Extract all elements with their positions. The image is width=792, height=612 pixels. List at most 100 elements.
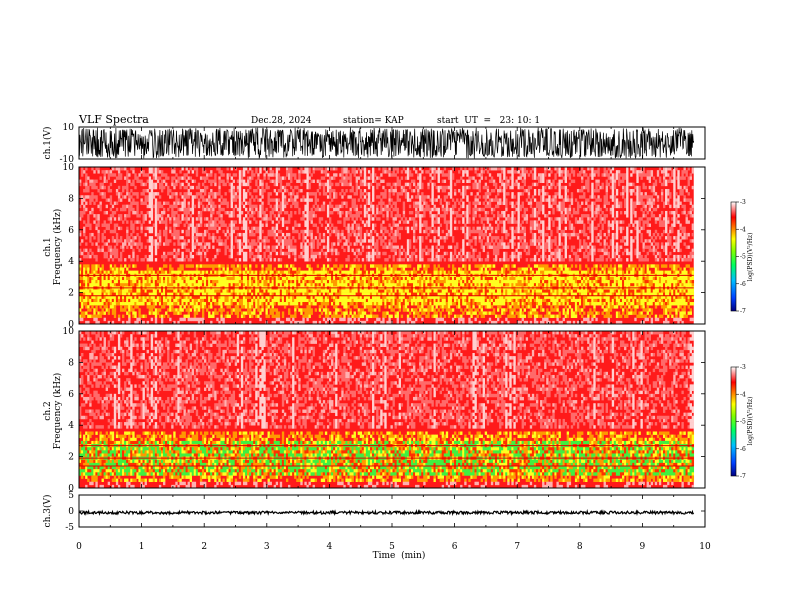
spectrogram-cell bbox=[201, 302, 205, 306]
spectrogram-cell bbox=[326, 185, 330, 190]
spectrogram-cell bbox=[347, 289, 350, 293]
spectrogram-cell bbox=[394, 295, 397, 300]
spectrogram-cell bbox=[292, 188, 295, 193]
spectrogram-cell bbox=[95, 308, 98, 312]
spectrogram-cell bbox=[222, 317, 225, 322]
spectrogram-cell bbox=[144, 254, 147, 259]
spectrogram-cell bbox=[425, 267, 428, 271]
spectrogram-cell bbox=[273, 276, 277, 281]
spectrogram-cell bbox=[302, 298, 305, 303]
spectrogram-cell bbox=[195, 173, 199, 177]
spectrogram-cell bbox=[388, 198, 391, 202]
spectrogram-cell bbox=[212, 258, 215, 262]
spectrogram-cell bbox=[187, 258, 190, 262]
spectrogram-cell bbox=[206, 283, 209, 287]
spectrogram-cell bbox=[167, 298, 170, 303]
spectrogram-cell bbox=[353, 204, 356, 209]
spectrogram-cell bbox=[337, 289, 340, 293]
spectrogram-cell bbox=[376, 314, 379, 319]
spectrogram-cell bbox=[283, 305, 287, 309]
spectrogram-cell bbox=[115, 283, 119, 287]
spectrogram-cell bbox=[187, 182, 190, 187]
spectrogram-cell bbox=[191, 201, 195, 205]
spectrogram-cell bbox=[218, 292, 221, 297]
spectrogram-cell bbox=[369, 173, 373, 177]
spectrogram-cell bbox=[220, 317, 223, 322]
spectrogram-cell bbox=[269, 280, 272, 284]
spectrogram-cell bbox=[398, 214, 402, 218]
spectrogram-cell bbox=[204, 229, 207, 234]
spectrogram-cell bbox=[367, 217, 371, 221]
spectrogram-cell bbox=[363, 270, 367, 275]
spectrogram-cell bbox=[318, 207, 322, 212]
spectrogram-cell bbox=[402, 298, 406, 303]
spectrogram-cell bbox=[322, 245, 326, 249]
spectrogram-cell bbox=[232, 308, 236, 312]
spectrogram-cell bbox=[181, 176, 184, 180]
spectrogram-cell bbox=[95, 267, 98, 271]
spectrogram-cell bbox=[294, 201, 297, 205]
spectrogram-cell bbox=[193, 298, 197, 303]
spectrogram-cell bbox=[204, 251, 207, 256]
spectrogram-cell bbox=[322, 280, 326, 284]
spectrogram-cell bbox=[148, 192, 152, 196]
spectrogram-cell bbox=[365, 289, 369, 293]
spectrogram-cell bbox=[85, 188, 88, 193]
spectrogram-cell bbox=[384, 283, 387, 287]
spectrogram-cell bbox=[277, 173, 281, 177]
spectrogram-cell bbox=[306, 280, 309, 284]
spectrogram-cell bbox=[95, 276, 98, 281]
spectrogram-cell bbox=[154, 302, 158, 306]
spectrogram-cell bbox=[175, 270, 178, 275]
spectrogram-cell bbox=[224, 248, 227, 253]
spectrogram-cell bbox=[117, 267, 121, 271]
spectrogram-cell bbox=[101, 295, 104, 300]
spectrogram-cell bbox=[238, 248, 242, 253]
spectrogram-cell bbox=[142, 170, 145, 174]
spectrogram-cell bbox=[152, 283, 156, 287]
spectrogram-cell bbox=[402, 264, 406, 268]
spectrogram-cell bbox=[93, 182, 96, 187]
spectrogram-cell bbox=[189, 280, 192, 284]
spectrogram-cell bbox=[300, 242, 303, 246]
spectrogram-cell bbox=[267, 245, 270, 249]
spectrogram-cell bbox=[300, 289, 303, 293]
spectrogram-cell bbox=[427, 295, 430, 300]
spectrogram-cell bbox=[361, 270, 365, 275]
spectrogram-cell bbox=[419, 314, 422, 319]
spectrogram-cell bbox=[261, 302, 264, 306]
spectrogram-cell bbox=[404, 264, 408, 268]
spectrogram-cell bbox=[220, 270, 223, 275]
spectrogram-cell bbox=[425, 292, 428, 297]
spectrogram-cell bbox=[148, 239, 152, 243]
spectrogram-cell bbox=[232, 264, 236, 268]
spectrogram-cell bbox=[355, 305, 358, 309]
spectrogram-cell bbox=[337, 276, 340, 281]
spectrogram-cell bbox=[208, 223, 211, 227]
spectrogram-cell bbox=[240, 173, 244, 177]
spectrogram-cell bbox=[210, 210, 213, 215]
spectrogram-cell bbox=[363, 292, 367, 297]
spectrogram-cell bbox=[234, 292, 238, 297]
spectrogram-cell bbox=[300, 198, 303, 202]
spectrogram-cell bbox=[103, 305, 106, 309]
spectrogram-cell bbox=[214, 289, 217, 293]
spectrogram-cell bbox=[210, 292, 213, 297]
spectrogram-cell bbox=[93, 170, 96, 174]
spectrogram-cell bbox=[189, 167, 192, 171]
spectrogram-cell bbox=[130, 245, 133, 249]
spectrogram-cell bbox=[380, 298, 383, 303]
spectrogram-cell bbox=[382, 311, 385, 315]
spectrogram-cell bbox=[265, 311, 268, 315]
spectrogram-cell bbox=[349, 226, 352, 231]
spectrogram-cell bbox=[343, 311, 346, 315]
spectrogram-cell bbox=[224, 182, 227, 187]
spectrogram-cell bbox=[238, 188, 242, 193]
spectrogram-cell bbox=[122, 314, 125, 319]
spectrogram-cell bbox=[259, 248, 262, 253]
spectrogram-cell bbox=[351, 314, 354, 319]
spectrogram-cell bbox=[99, 267, 102, 271]
spectrogram-cell bbox=[89, 232, 92, 237]
spectrogram-cell bbox=[386, 245, 389, 249]
spectrogram-cell bbox=[410, 270, 414, 275]
